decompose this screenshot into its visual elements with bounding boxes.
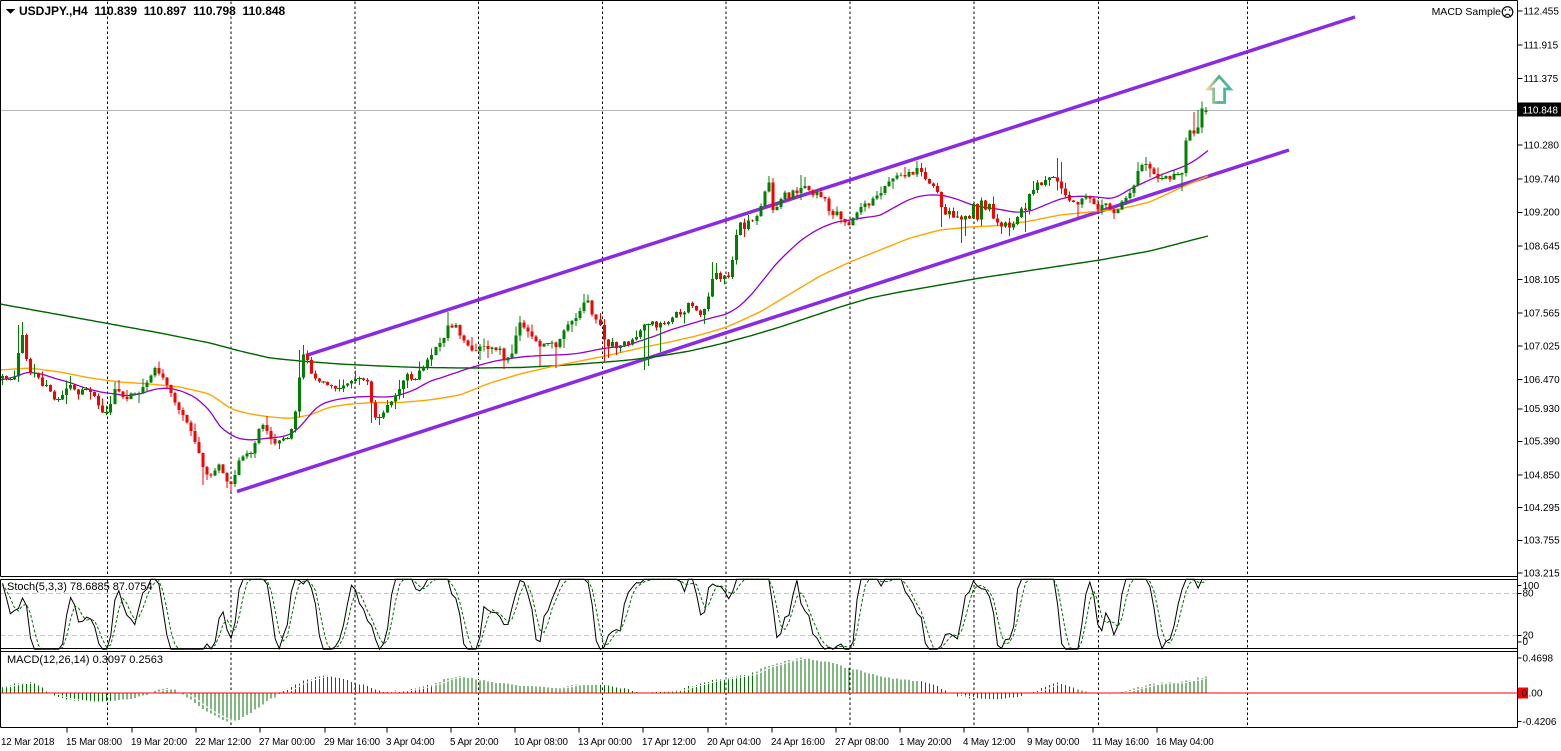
svg-text:103.755: 103.755 (1524, 536, 1561, 547)
svg-text:80: 80 (1523, 589, 1535, 600)
svg-text:17 Apr 12:00: 17 Apr 12:00 (642, 737, 696, 748)
svg-text:MACD(12,26,14) 0.3097 0.2563: MACD(12,26,14) 0.3097 0.2563 (7, 654, 163, 666)
svg-text:110.848: 110.848 (1523, 106, 1559, 117)
svg-text:.00: .00 (1529, 689, 1543, 700)
svg-text:108.105: 108.105 (1524, 275, 1561, 286)
svg-text:107.565: 107.565 (1524, 308, 1561, 319)
svg-text:112.455: 112.455 (1524, 6, 1560, 17)
svg-text:29 Mar 16:00: 29 Mar 16:00 (324, 737, 381, 748)
svg-text:1 May 20:00: 1 May 20:00 (899, 737, 952, 748)
svg-text:106.470: 106.470 (1524, 375, 1561, 386)
svg-text:105.930: 105.930 (1524, 404, 1561, 415)
svg-text:0: 0 (1522, 689, 1528, 700)
svg-text:109.200: 109.200 (1524, 208, 1561, 219)
svg-text:24 Apr 16:00: 24 Apr 16:00 (771, 737, 825, 748)
svg-text:13 Apr 00:00: 13 Apr 00:00 (578, 737, 632, 748)
svg-text:5 Apr 20:00: 5 Apr 20:00 (450, 737, 499, 748)
svg-text:110.280: 110.280 (1524, 141, 1560, 152)
svg-text:109.740: 109.740 (1524, 174, 1561, 185)
svg-text:4 May 12:00: 4 May 12:00 (963, 737, 1016, 748)
svg-text:19 Mar 20:00: 19 Mar 20:00 (131, 737, 188, 748)
svg-text:-0.4206: -0.4206 (1523, 717, 1557, 728)
svg-text:USDJPY.,H4 110.839 110.897: USDJPY.,H4 110.839 110.897 110.798 110.8… (19, 4, 286, 18)
svg-text:20 Apr 04:00: 20 Apr 04:00 (707, 737, 761, 748)
svg-text:0: 0 (1523, 637, 1529, 648)
svg-text:0.4698: 0.4698 (1523, 654, 1554, 665)
svg-text:27 Apr 08:00: 27 Apr 08:00 (835, 737, 889, 748)
svg-text:104.295: 104.295 (1524, 503, 1561, 514)
svg-text:10 Apr 08:00: 10 Apr 08:00 (514, 737, 568, 748)
svg-text:100: 100 (1523, 581, 1540, 592)
svg-text:27 Mar 00:00: 27 Mar 00:00 (259, 737, 316, 748)
svg-text:16 May 04:00: 16 May 04:00 (1156, 737, 1214, 748)
svg-text:105.390: 105.390 (1524, 437, 1561, 448)
svg-text:Stoch(5,3,3) 78.6885 87.0754: Stoch(5,3,3) 78.6885 87.0754 (7, 581, 153, 593)
svg-text:111.915: 111.915 (1524, 40, 1559, 51)
svg-text:12 Mar 2018: 12 Mar 2018 (1, 737, 55, 748)
svg-text:104.850: 104.850 (1524, 471, 1561, 482)
svg-text:11 May 16:00: 11 May 16:00 (1092, 737, 1150, 748)
svg-text:108.645: 108.645 (1524, 242, 1561, 253)
svg-text:111.375: 111.375 (1524, 74, 1559, 85)
svg-text:107.025: 107.025 (1524, 342, 1561, 353)
svg-text:15 Mar 08:00: 15 Mar 08:00 (66, 737, 123, 748)
svg-text:103.215: 103.215 (1524, 569, 1561, 580)
svg-text:MACD Sample: MACD Sample (1432, 6, 1502, 18)
svg-text:22 Mar 12:00: 22 Mar 12:00 (195, 737, 252, 748)
svg-text:20: 20 (1523, 631, 1535, 642)
svg-text:3 Apr 04:00: 3 Apr 04:00 (386, 737, 435, 748)
svg-text:9 May 00:00: 9 May 00:00 (1027, 737, 1080, 748)
